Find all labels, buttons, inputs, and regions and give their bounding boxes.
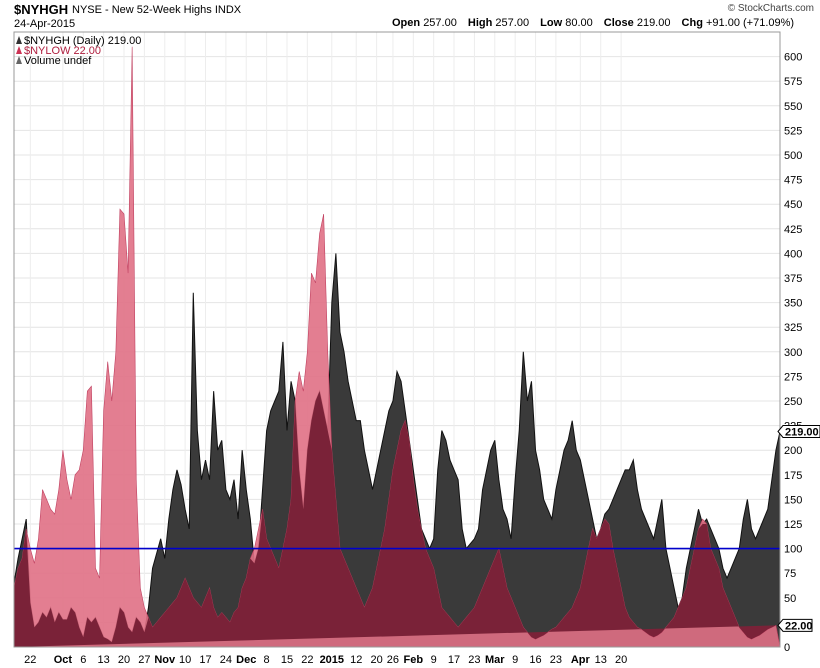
legend-swatch (16, 56, 22, 64)
x-tick-label: Feb (404, 654, 424, 666)
x-tick-label: 24 (220, 654, 232, 666)
x-tick-label: 9 (431, 654, 437, 666)
plot-frame (13, 31, 781, 648)
high-value: 257.00 (495, 17, 530, 29)
y-tick-label: 175 (784, 470, 802, 482)
x-tick-label: Oct (54, 654, 73, 666)
x-tick-label: 15 (281, 654, 293, 666)
y-tick-label: 425 (784, 224, 802, 236)
chart-header: $NYHGH NYSE - New 52-Week Highs INDX 24-… (0, 0, 820, 32)
x-tick-label: Mar (485, 654, 505, 666)
y-tick-label: 100 (784, 544, 802, 556)
y-tick-label: 0 (784, 642, 790, 654)
x-tick-label: 20 (371, 654, 383, 666)
close-label: Close (603, 17, 634, 29)
close-value: 219.00 (636, 17, 671, 29)
y-tick-label: 125 (784, 519, 802, 531)
ohlc-summary: Open 257.00 High 257.00 Low 80.00 Close … (392, 17, 802, 29)
x-tick-label: 22 (301, 654, 313, 666)
chg-label: Chg (681, 17, 703, 29)
y-tick-label: 600 (784, 52, 802, 64)
y-tick-label: 550 (784, 101, 802, 113)
chg-value: +91.00 (+71.09%) (706, 17, 795, 29)
y-tick-label: 475 (784, 175, 802, 187)
high-label: High (467, 17, 493, 29)
open-value: 257.00 (423, 17, 457, 29)
x-axis: 22 Oct 6 13 20 27 Nov 10 17 24 Dec 8 15 22 2015 12 20 26 F… (24, 654, 627, 666)
x-tick-label: 6 (80, 654, 86, 666)
symbol-description: NYSE - New 52-Week Highs (72, 4, 212, 16)
x-tick-label: 9 (512, 654, 518, 666)
y-tick-label: 500 (784, 150, 802, 162)
x-tick-label: 20 (615, 654, 627, 666)
series-areas (14, 46, 780, 647)
symbol-name: NYSE - New 52-Week Highs INDX (72, 4, 241, 16)
x-tick-label: 23 (550, 654, 562, 666)
legend-swatch (16, 46, 22, 54)
open-label: Open (392, 17, 421, 29)
y-tick-label: 50 (784, 593, 796, 605)
y-tick-label: 200 (784, 445, 802, 457)
legend-entry: $NYLOW 22.00 (24, 45, 101, 57)
last-value-tags: 219.00 22.00 (777, 425, 820, 632)
last-value-tag-nyhgh (777, 425, 820, 439)
low-value: 80.00 (565, 17, 593, 29)
legend-swatch (16, 36, 22, 44)
y-tick-label: 525 (784, 125, 802, 137)
legend-entry: Volume undef (24, 55, 92, 67)
stockcharts-logo[interactable]: © StockCharts.com (727, 3, 814, 14)
y-tick-label: 350 (784, 298, 802, 310)
y-tick-label: 450 (784, 199, 802, 211)
x-tick-label: 22 (24, 654, 36, 666)
x-tick-label: 13 (595, 654, 607, 666)
symbol-title: $NYHGH (14, 2, 69, 17)
y-tick-label: 575 (784, 76, 802, 88)
x-tick-label: Dec (236, 654, 256, 666)
low-label: Low (540, 17, 563, 29)
symbol-type: INDX (214, 4, 242, 16)
y-tick-label: 300 (784, 347, 802, 359)
x-tick-label: 10 (179, 654, 191, 666)
x-tick-label: 20 (118, 654, 130, 666)
legend: $NYHGH (Daily) 219.00$NYLOW 22.00Volume … (16, 35, 141, 67)
y-tick-label: 250 (784, 396, 802, 408)
x-tick-label: Nov (154, 654, 176, 666)
y-axis: 0255075100125150175200225250275300325350… (784, 52, 802, 654)
x-tick-label: 17 (448, 654, 460, 666)
y-tick-label: 150 (784, 494, 802, 506)
x-tick-label: 16 (529, 654, 541, 666)
y-tick-label: 75 (784, 568, 796, 580)
x-tick-label: 26 (387, 654, 399, 666)
legend-entry: $NYHGH (Daily) 219.00 (24, 35, 141, 47)
x-tick-label: 13 (98, 654, 110, 666)
x-tick-label: 8 (264, 654, 270, 666)
last-value-nyhgh: 219.00 (785, 427, 819, 439)
y-tick-label: 375 (784, 273, 802, 285)
chart-date: 24-Apr-2015 (14, 18, 76, 30)
x-tick-label: 23 (468, 654, 480, 666)
x-tick-label: 17 (199, 654, 211, 666)
x-tick-label: 12 (350, 654, 362, 666)
overlap-area (14, 391, 776, 647)
y-tick-label: 275 (784, 371, 802, 383)
x-tick-label: 27 (138, 654, 150, 666)
y-tick-label: 400 (784, 248, 802, 260)
y-tick-label: 325 (784, 322, 802, 334)
x-tick-label: 2015 (320, 654, 344, 666)
last-value-tag-nylow (777, 618, 813, 632)
x-tick-label: Apr (571, 654, 591, 666)
last-value-nylow: 22.00 (785, 620, 813, 632)
